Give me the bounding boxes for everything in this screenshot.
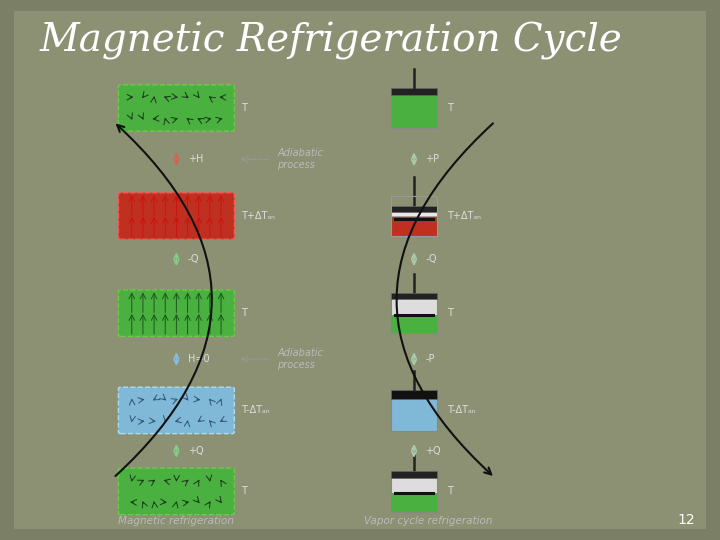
Bar bbox=[390, 206, 437, 237]
Text: T-ΔTₐₙ: T-ΔTₐₙ bbox=[447, 406, 476, 415]
FancyBboxPatch shape bbox=[118, 290, 235, 336]
Text: T: T bbox=[240, 103, 247, 113]
Text: T: T bbox=[447, 103, 454, 113]
Bar bbox=[390, 206, 437, 212]
Bar bbox=[390, 293, 437, 299]
Text: Adiabatic
process: Adiabatic process bbox=[277, 348, 323, 370]
Text: -Q: -Q bbox=[426, 254, 437, 264]
Bar bbox=[390, 195, 437, 237]
Bar bbox=[390, 87, 437, 128]
Bar bbox=[390, 390, 437, 399]
FancyArrowPatch shape bbox=[115, 125, 212, 476]
Text: T: T bbox=[240, 308, 247, 318]
Text: Magnetic Refrigeration Cycle: Magnetic Refrigeration Cycle bbox=[40, 22, 622, 59]
Bar bbox=[390, 293, 437, 333]
Text: Adiabatic
process: Adiabatic process bbox=[277, 148, 323, 170]
Bar bbox=[390, 87, 437, 95]
Bar bbox=[390, 390, 437, 431]
Text: +P: +P bbox=[426, 154, 439, 164]
FancyBboxPatch shape bbox=[118, 193, 235, 239]
Text: +H: +H bbox=[188, 154, 203, 164]
Text: Magnetic refrigeration: Magnetic refrigeration bbox=[118, 516, 235, 526]
Bar bbox=[390, 315, 437, 333]
Text: Vapor cycle refrigeration: Vapor cycle refrigeration bbox=[364, 516, 492, 526]
Bar bbox=[390, 494, 437, 512]
Bar bbox=[390, 216, 437, 237]
FancyArrowPatch shape bbox=[397, 123, 493, 475]
Bar bbox=[390, 471, 437, 477]
Text: H=0: H=0 bbox=[188, 354, 210, 364]
Text: T+ΔTₐₙ: T+ΔTₐₙ bbox=[240, 211, 275, 221]
Text: T: T bbox=[240, 487, 247, 496]
Text: -Q: -Q bbox=[188, 254, 199, 264]
FancyBboxPatch shape bbox=[118, 85, 235, 131]
Text: +Q: +Q bbox=[426, 446, 441, 456]
Text: +Q: +Q bbox=[188, 446, 204, 456]
FancyBboxPatch shape bbox=[118, 387, 235, 434]
Text: -P: -P bbox=[426, 354, 435, 364]
Text: T-ΔTₐₙ: T-ΔTₐₙ bbox=[240, 406, 269, 415]
Bar bbox=[390, 471, 437, 512]
FancyBboxPatch shape bbox=[118, 468, 235, 515]
Text: T+ΔTₐₙ: T+ΔTₐₙ bbox=[447, 211, 482, 221]
Text: 12: 12 bbox=[678, 512, 695, 526]
Text: T: T bbox=[447, 487, 454, 496]
Text: T: T bbox=[447, 308, 454, 318]
